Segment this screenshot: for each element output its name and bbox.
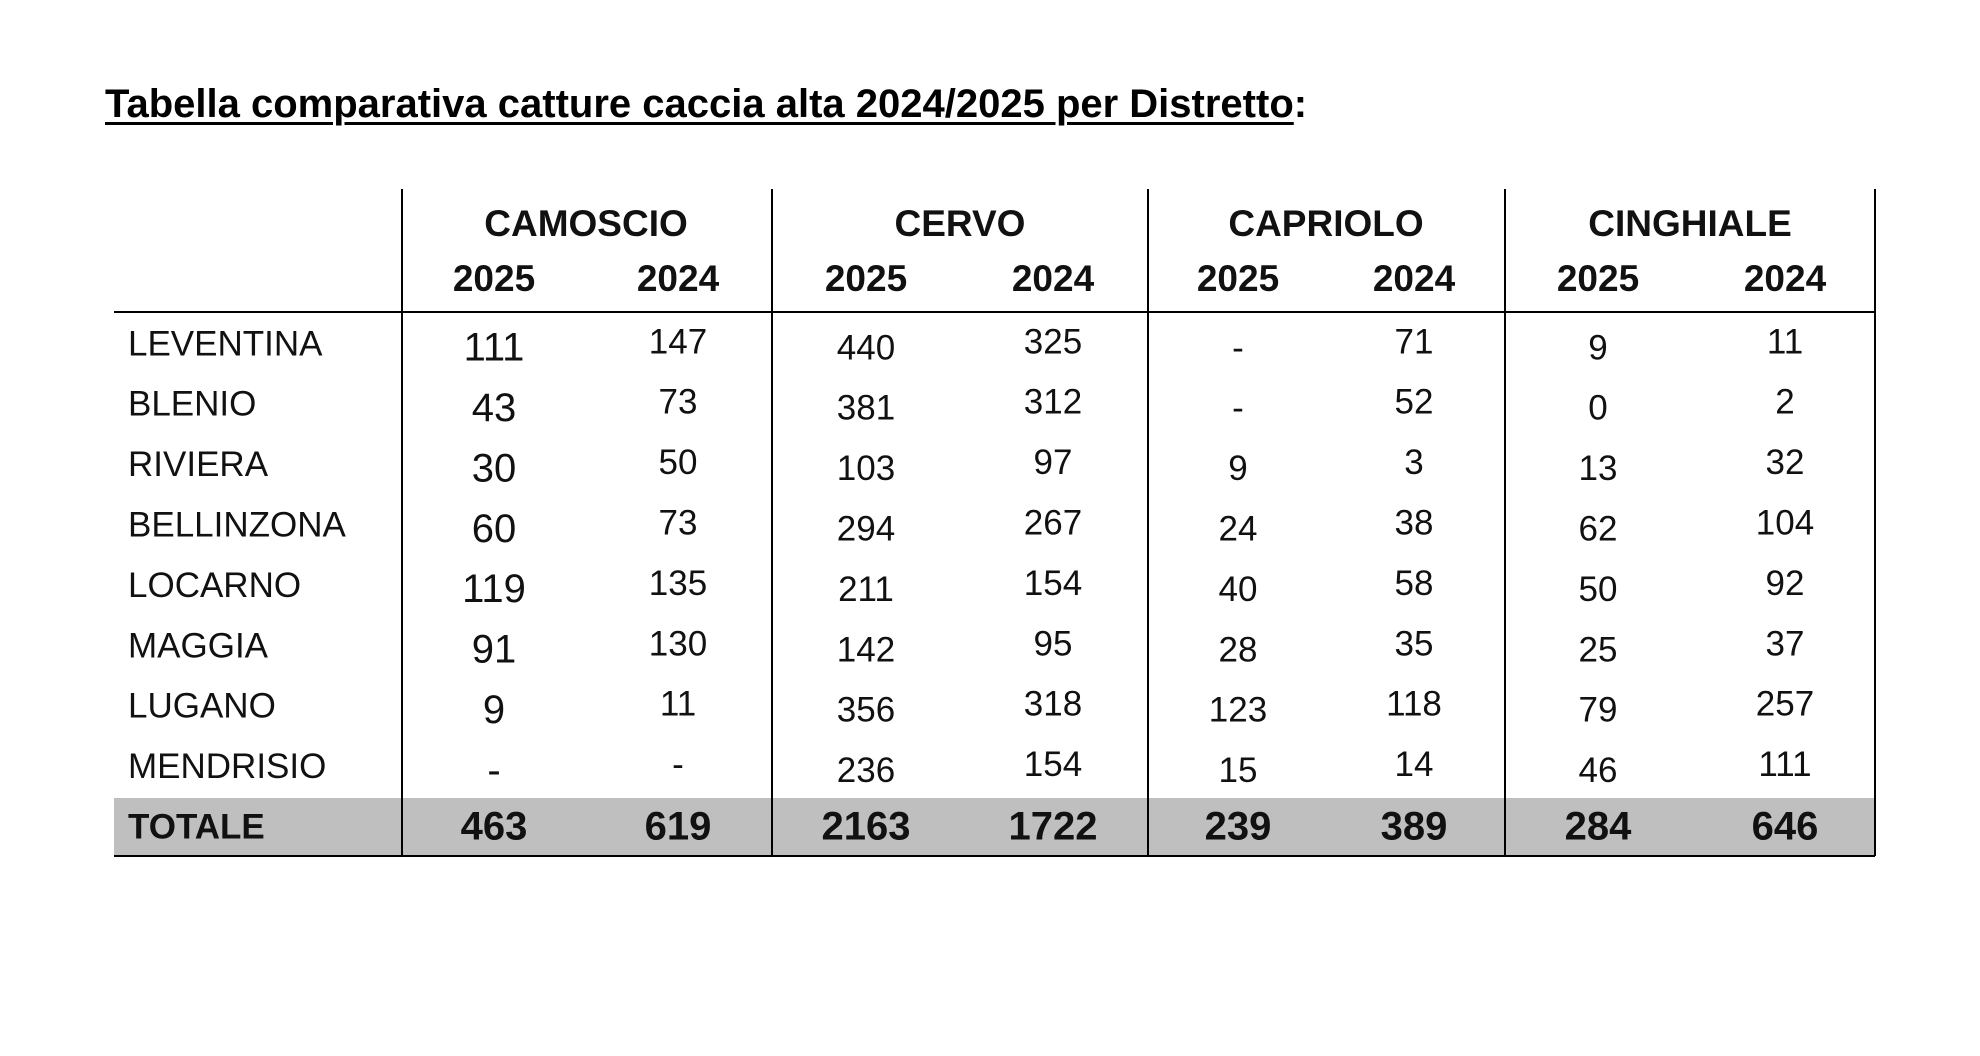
row-label: LUGANO <box>128 687 276 726</box>
cell: 37 <box>1766 624 1805 663</box>
cell: 24 <box>1219 509 1258 548</box>
group-header: CINGHIALE <box>1588 203 1792 244</box>
cell: 135 <box>649 564 707 603</box>
year-header: 2025 <box>1197 258 1279 299</box>
total-cell: 619 <box>645 805 712 849</box>
cell: 97 <box>1034 443 1073 482</box>
cell: 40 <box>1219 570 1258 609</box>
total-label: TOTALE <box>128 807 265 846</box>
cell: 3 <box>1404 443 1423 482</box>
group-header: CAPRIOLO <box>1228 203 1423 244</box>
cell: 294 <box>837 509 895 548</box>
cell: 95 <box>1034 624 1073 663</box>
cell: - <box>1232 328 1244 367</box>
group-header: CERVO <box>895 203 1026 244</box>
cell: 15 <box>1219 751 1258 790</box>
cell: 356 <box>837 691 895 730</box>
total-cell: 646 <box>1752 805 1819 849</box>
total-cell: 1722 <box>1009 805 1098 849</box>
cell: 211 <box>838 570 894 609</box>
cell: 91 <box>472 628 517 672</box>
year-header: 2024 <box>1744 258 1827 299</box>
year-header: 2024 <box>637 258 720 299</box>
row-label: BELLINZONA <box>128 505 346 544</box>
cell: 130 <box>649 624 707 663</box>
cell: 154 <box>1024 745 1082 784</box>
group-header: CAMOSCIO <box>484 203 688 244</box>
cell: 142 <box>837 630 895 669</box>
cell: 118 <box>1386 685 1442 724</box>
cell: 111 <box>464 326 525 370</box>
cell: 11 <box>1767 322 1803 361</box>
cell: - <box>1232 389 1244 428</box>
cell: 25 <box>1579 630 1618 669</box>
cell: 60 <box>472 507 517 551</box>
row-label: MAGGIA <box>128 626 269 665</box>
title: Tabella comparativa catture caccia alta … <box>105 82 1294 126</box>
cell: 50 <box>1579 570 1618 609</box>
year-header: 2025 <box>1557 258 1639 299</box>
cell: 318 <box>1024 685 1082 724</box>
cell: 111 <box>1758 745 1811 784</box>
cell: 2 <box>1775 383 1794 422</box>
cell: 0 <box>1588 389 1607 428</box>
cell: - <box>487 748 500 792</box>
cell: 9 <box>483 688 505 732</box>
year-header: 2025 <box>453 258 535 299</box>
cell: 154 <box>1024 564 1082 603</box>
cell: 30 <box>472 446 517 490</box>
total-band <box>114 798 1875 856</box>
cell: 58 <box>1395 564 1434 603</box>
cell: 62 <box>1579 509 1618 548</box>
cell: 257 <box>1756 685 1814 724</box>
cell: 46 <box>1579 751 1618 790</box>
year-header: 2024 <box>1373 258 1456 299</box>
cell: 119 <box>462 567 526 611</box>
row-label: LOCARNO <box>128 566 301 605</box>
cell: 38 <box>1395 503 1434 542</box>
cell: 147 <box>649 322 707 361</box>
cell: 236 <box>837 751 895 790</box>
cell: 123 <box>1209 691 1267 730</box>
total-cell: 284 <box>1565 805 1632 849</box>
cell: 11 <box>660 685 696 724</box>
cell: 71 <box>1395 322 1434 361</box>
cell: 35 <box>1395 624 1434 663</box>
cell: 440 <box>837 328 895 367</box>
cell: 312 <box>1024 383 1082 422</box>
total-cell: 463 <box>461 805 528 849</box>
row-label: BLENIO <box>128 385 256 424</box>
title-suffix: : <box>1293 82 1308 126</box>
cell: 79 <box>1579 691 1618 730</box>
cell: 13 <box>1579 449 1618 488</box>
cell: 50 <box>659 443 698 482</box>
year-header: 2024 <box>1012 258 1095 299</box>
year-header: 2025 <box>825 258 907 299</box>
total-cell: 2163 <box>822 805 911 849</box>
cell: 103 <box>837 449 895 488</box>
total-cell: 239 <box>1205 805 1272 849</box>
cell: 381 <box>837 389 895 428</box>
cell: - <box>672 745 684 784</box>
cell: 73 <box>659 503 698 542</box>
total-cell: 389 <box>1381 805 1448 849</box>
cell: 52 <box>1395 383 1434 422</box>
title-line: Tabella comparativa catture caccia alta … <box>105 82 1307 127</box>
row-label: LEVENTINA <box>128 324 323 363</box>
cell: 14 <box>1395 745 1434 784</box>
cell: 325 <box>1024 322 1082 361</box>
row-label: RIVIERA <box>128 445 269 484</box>
cell: 9 <box>1588 328 1607 367</box>
cell: 73 <box>659 383 698 422</box>
cell: 104 <box>1756 503 1814 542</box>
row-label: MENDRISIO <box>128 747 326 786</box>
cell: 267 <box>1024 503 1082 542</box>
cell: 28 <box>1219 630 1258 669</box>
cell: 9 <box>1228 449 1247 488</box>
cell: 92 <box>1766 564 1805 603</box>
cell: 32 <box>1766 443 1805 482</box>
cell: 43 <box>472 386 517 430</box>
